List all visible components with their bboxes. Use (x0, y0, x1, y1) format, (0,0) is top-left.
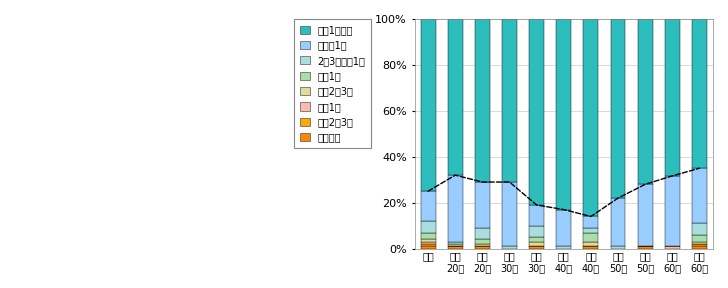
Bar (529, 226, 544, 237)
Bar (556, 210, 571, 246)
Bar (529, 237, 544, 242)
Bar (638, 246, 652, 249)
Bar (421, 221, 435, 232)
Bar (583, 217, 598, 228)
Bar (502, 19, 517, 182)
Bar (611, 19, 625, 198)
Bar (665, 176, 680, 246)
Bar (638, 19, 652, 184)
Bar (638, 184, 652, 246)
Bar (421, 232, 435, 239)
Bar (665, 19, 680, 176)
Bar (692, 168, 707, 223)
Bar (529, 19, 544, 205)
Bar (502, 246, 517, 249)
Bar (529, 242, 544, 246)
Bar (611, 198, 625, 246)
Bar (448, 242, 463, 244)
Bar (502, 182, 517, 246)
Bar (692, 223, 707, 235)
Bar (583, 19, 598, 217)
Bar (692, 242, 707, 244)
Bar (421, 246, 435, 249)
Bar (421, 239, 435, 242)
Bar (556, 19, 571, 210)
Bar (556, 246, 571, 249)
Bar (448, 19, 463, 175)
Bar (475, 182, 490, 228)
Bar (611, 246, 625, 249)
Bar (475, 244, 490, 246)
Bar (421, 242, 435, 244)
Bar (583, 242, 598, 246)
Bar (475, 228, 490, 239)
Bar (475, 19, 490, 182)
Bar (583, 232, 598, 242)
Bar (421, 191, 435, 221)
Bar (583, 228, 598, 232)
Bar (448, 244, 463, 246)
Bar (475, 246, 490, 249)
Bar (421, 19, 435, 191)
Bar (692, 235, 707, 242)
Bar (529, 246, 544, 249)
Bar (692, 244, 707, 246)
Bar (692, 19, 707, 168)
Bar (529, 205, 544, 226)
Bar (692, 246, 707, 249)
Bar (665, 246, 680, 249)
Bar (583, 246, 598, 249)
Legend: 年に1回以下, 半年に1回, 2～3カ月に1回, 月に1回, 月に2～3回, 週に1回, 週に2～3回, ほぼ毎日: 年に1回以下, 半年に1回, 2～3カ月に1回, 月に1回, 月に2～3回, 週… (294, 19, 371, 148)
Bar (475, 239, 490, 244)
Bar (448, 175, 463, 242)
Bar (448, 246, 463, 249)
Bar (421, 244, 435, 246)
